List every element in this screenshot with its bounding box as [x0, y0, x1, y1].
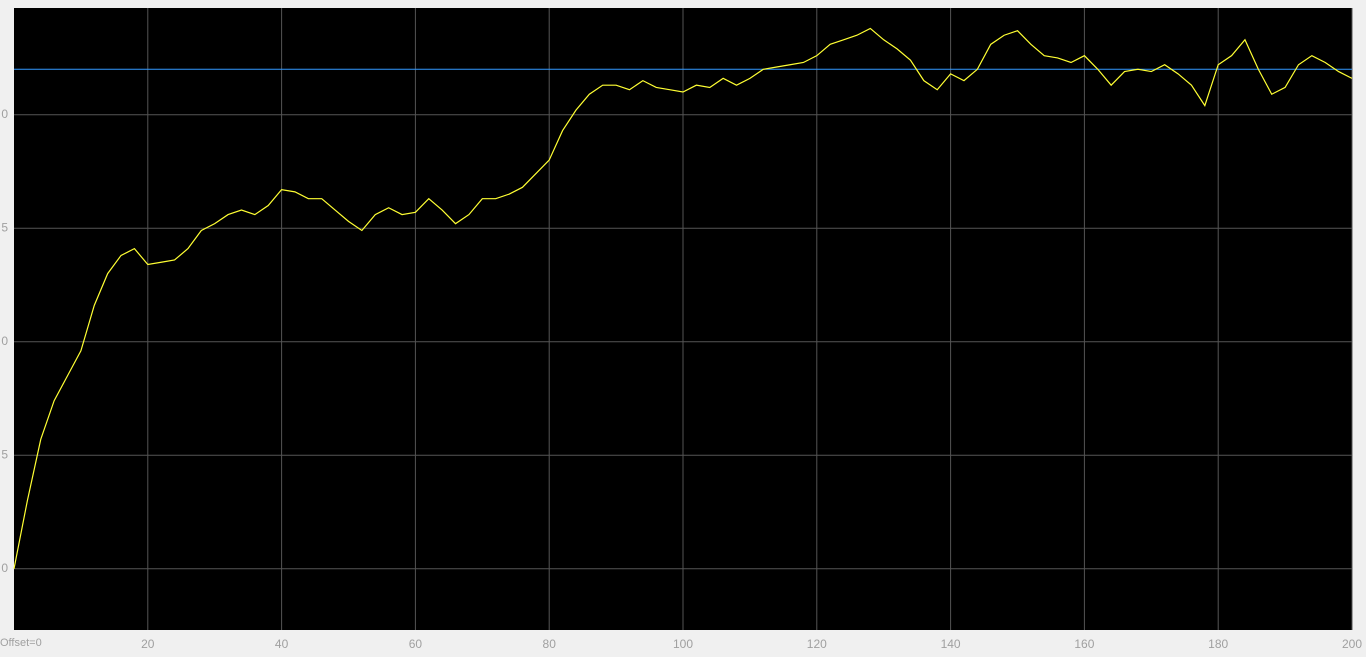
x-tick-label: 60	[409, 637, 423, 651]
x-tick-label: 120	[807, 637, 827, 651]
x-tick-label: 40	[275, 637, 289, 651]
x-tick-label: 180	[1208, 637, 1228, 651]
x-tick-label: 200	[1342, 637, 1362, 651]
offset-label: Offset=0	[0, 637, 42, 649]
x-tick-label: 140	[941, 637, 961, 651]
y-tick-label: 0	[1, 561, 8, 575]
y-tick-label: 0	[1, 107, 8, 121]
x-tick-label: 160	[1074, 637, 1094, 651]
series-line	[13, 27, 1353, 569]
x-tick-label: 100	[673, 637, 693, 651]
y-tick-label: 5	[1, 447, 8, 461]
y-tick-label: 0	[1, 334, 8, 348]
x-tick-label: 80	[543, 637, 557, 651]
x-tick-label: 20	[141, 637, 155, 651]
y-tick-label: 5	[1, 220, 8, 234]
